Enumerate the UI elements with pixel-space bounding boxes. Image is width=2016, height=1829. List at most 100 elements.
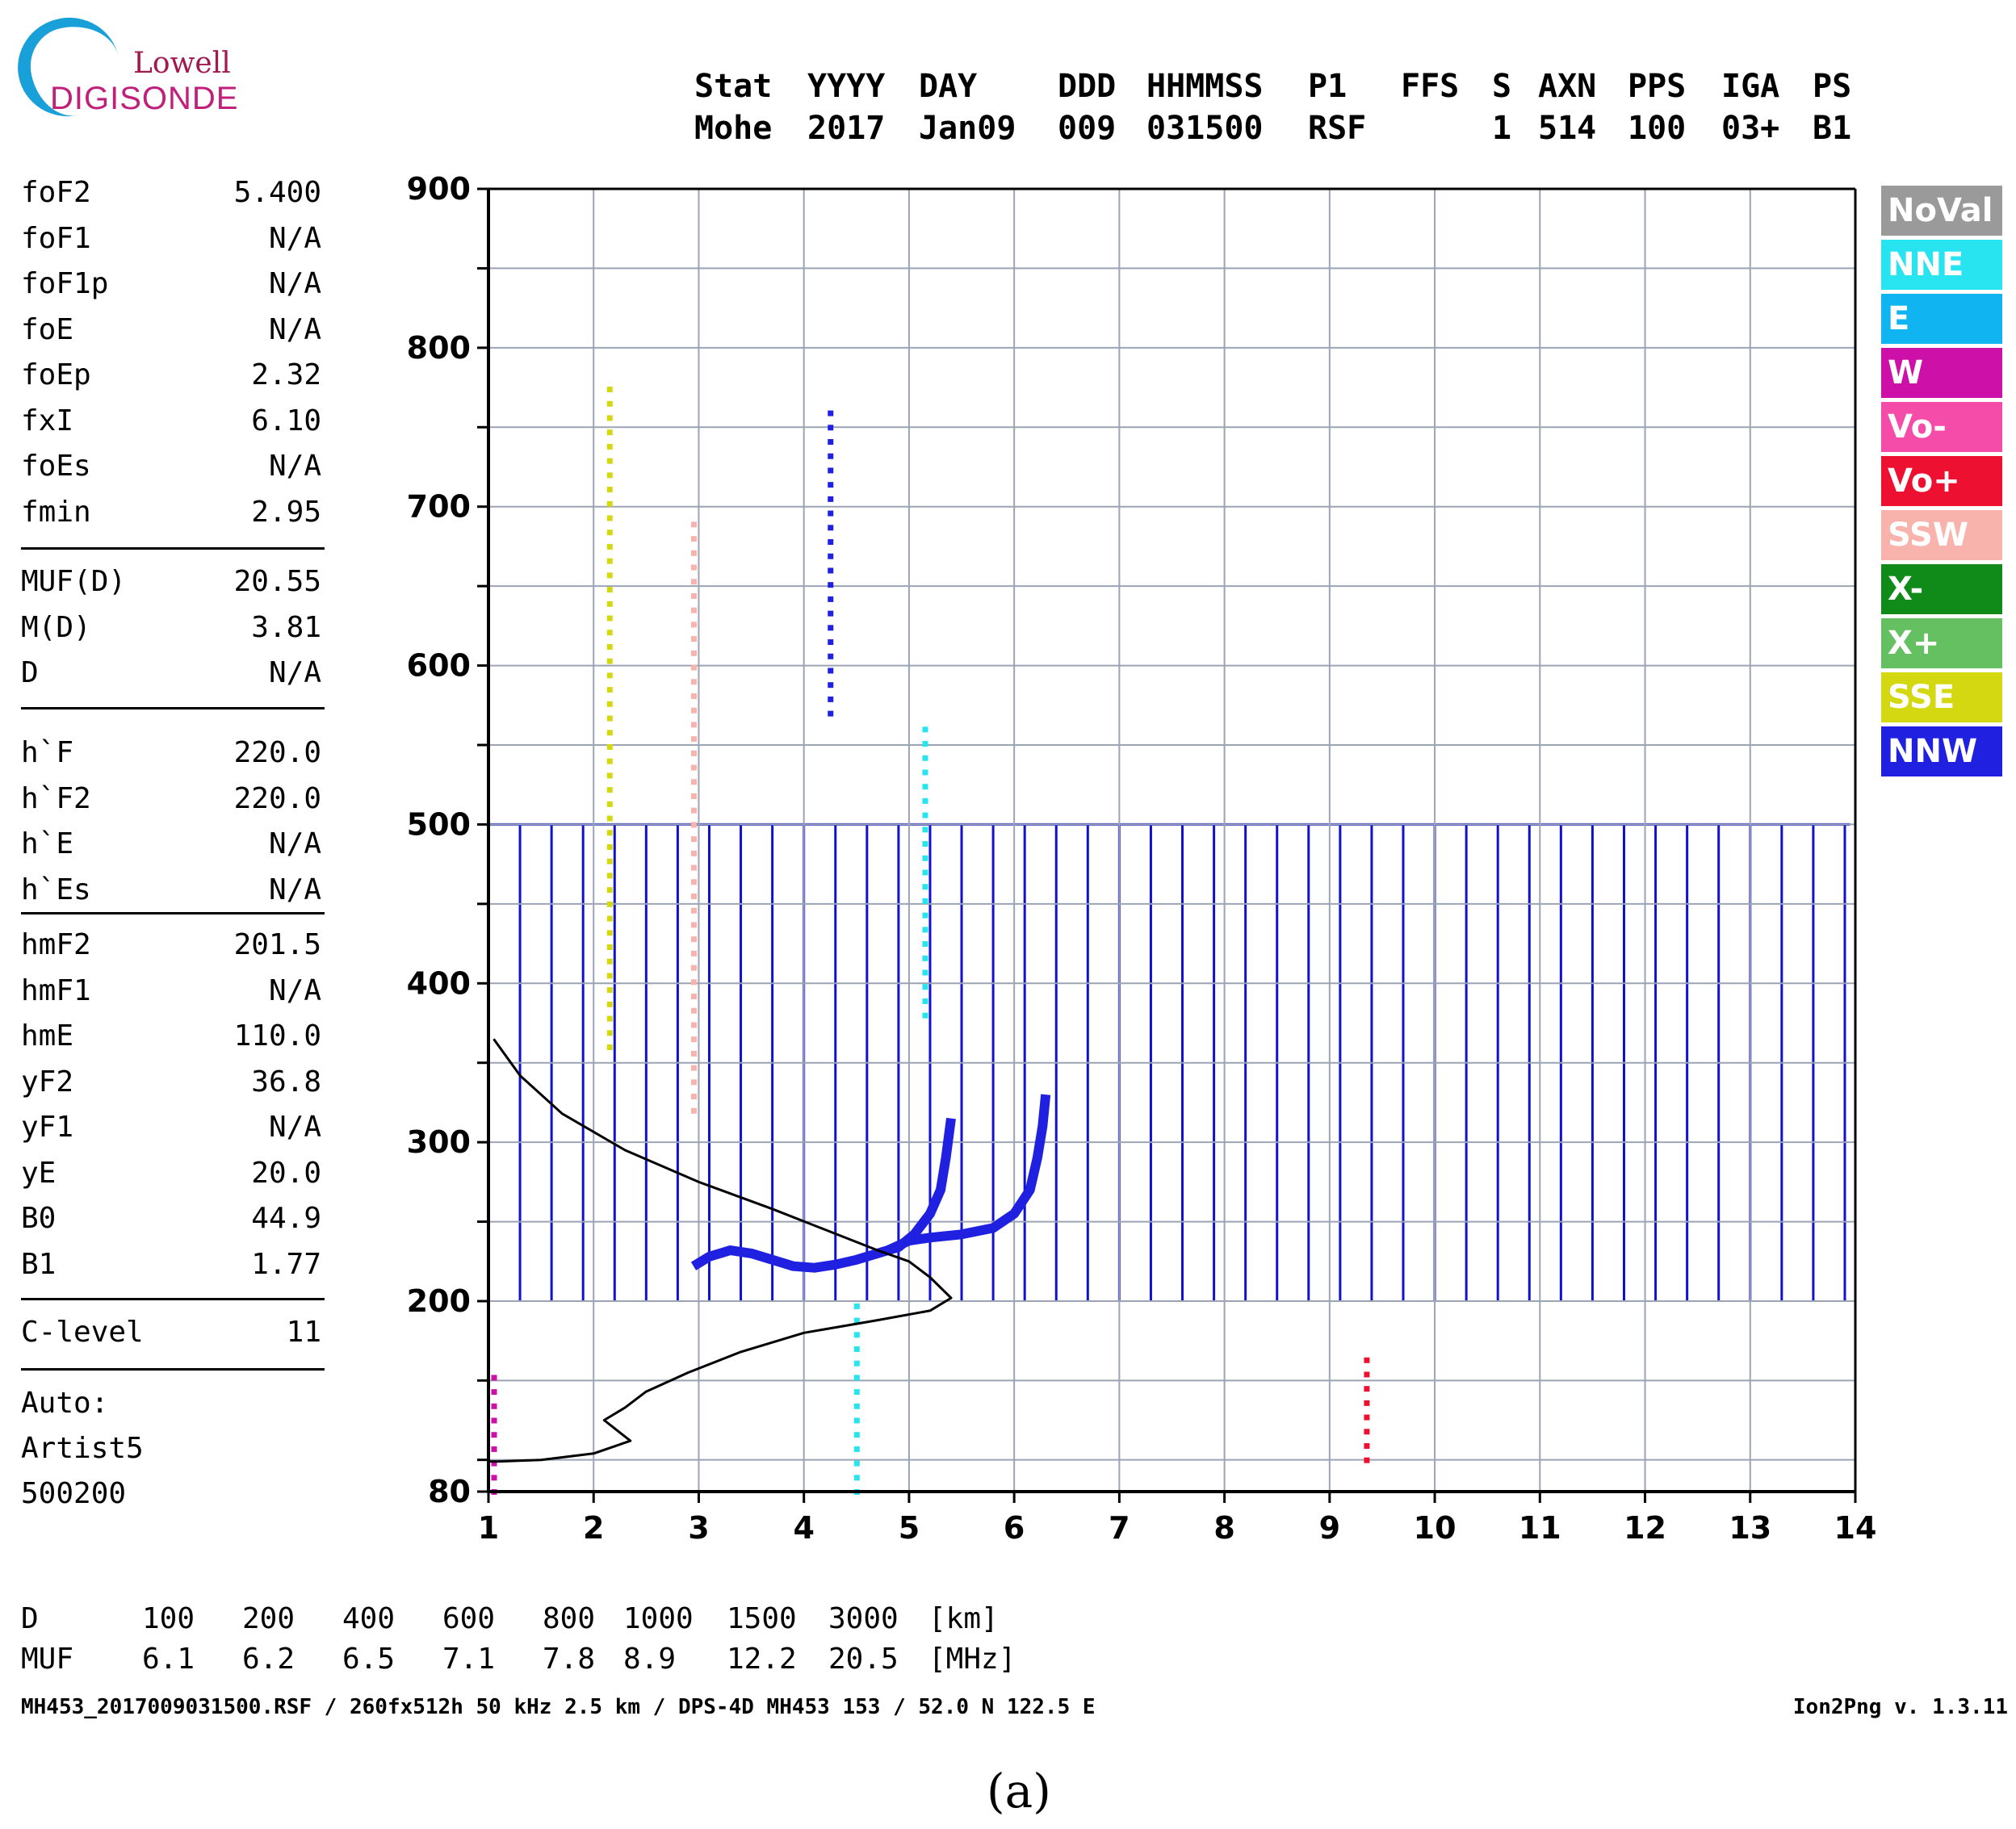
distance-value: 600 <box>442 1602 496 1635</box>
distance-value: 800 <box>543 1602 596 1635</box>
x-tick-label: 7 <box>1109 1510 1130 1546</box>
echo-point <box>922 755 928 761</box>
echo-point <box>853 1360 860 1367</box>
echo-point <box>828 696 834 702</box>
param-row: h`F 220.0 <box>21 736 321 781</box>
param-name: MUF(D) <box>21 565 127 598</box>
header-label: YYYY <box>807 68 886 105</box>
echo-point <box>606 443 613 450</box>
echo-point <box>606 843 613 850</box>
header-value: 514 <box>1538 110 1597 147</box>
param-row: hmF2 201.5 <box>21 928 321 973</box>
x-tick-label: 3 <box>688 1510 709 1546</box>
param-separator <box>21 1298 325 1300</box>
distance-value: 3000 <box>828 1602 899 1635</box>
echo-point <box>828 525 834 531</box>
echo-point <box>690 779 697 785</box>
legend-item: Vo+ <box>1881 456 2002 506</box>
param-row: foF2 5.400 <box>21 176 321 221</box>
echo-point <box>606 887 613 894</box>
x-tick-label: 12 <box>1624 1510 1666 1546</box>
echo-point <box>491 1375 497 1381</box>
param-row: fxI 6.10 <box>21 404 321 450</box>
param-name: C-level <box>21 1316 144 1349</box>
echo-point <box>606 715 613 722</box>
header-label: Stat <box>694 68 773 105</box>
y-tick-label: 400 <box>407 965 471 1001</box>
param-name: M(D) <box>21 610 91 644</box>
echo-point <box>828 410 834 416</box>
echo-point <box>828 496 834 502</box>
footer-left: MH453_2017009031500.RSF / 260fx512h 50 k… <box>21 1695 1096 1719</box>
echo-point <box>690 1094 697 1100</box>
param-value: N/A <box>268 656 321 689</box>
param-name: foF1 <box>21 221 91 255</box>
echo-point <box>606 415 613 421</box>
param-name: foE <box>21 312 74 346</box>
echo-point <box>606 772 613 779</box>
echo-point <box>922 784 928 790</box>
param-row: h`Es N/A <box>21 873 321 919</box>
echo-point <box>828 567 834 574</box>
echo-point <box>690 679 697 685</box>
echo-point <box>606 615 613 622</box>
echo-point <box>853 1460 860 1467</box>
param-value: N/A <box>268 267 321 300</box>
param-row: B0 44.9 <box>21 1202 321 1247</box>
param-name: h`F2 <box>21 781 91 815</box>
header-label: PS <box>1813 68 1852 105</box>
echo-point <box>922 998 928 1004</box>
muf-value: 6.5 <box>342 1643 396 1676</box>
extraordinary-trace <box>886 1094 1051 1255</box>
echo-point <box>606 901 613 907</box>
echo-point <box>690 564 697 571</box>
echo-point <box>606 915 613 922</box>
echo-point <box>606 472 613 479</box>
echo-point <box>606 500 613 507</box>
echo-point <box>606 387 613 393</box>
echo-point <box>690 579 697 585</box>
param-row: MUF(D) 20.55 <box>21 565 321 610</box>
echo-point <box>922 797 928 804</box>
logo-line1: Lowell <box>133 47 231 80</box>
x-tick-label: 1 <box>478 1510 499 1546</box>
echo-point <box>606 743 613 750</box>
muf-label: MUF <box>21 1643 74 1676</box>
echo-point <box>828 596 834 602</box>
legend-item: E <box>1881 294 2002 344</box>
echo-point <box>690 864 697 871</box>
x-tick-label: 4 <box>793 1510 814 1546</box>
echo-point <box>690 1079 697 1086</box>
echo-point <box>1364 1386 1370 1392</box>
muf-value: [MHz] <box>928 1643 1016 1676</box>
echo-point <box>606 558 613 564</box>
muf-value: 20.5 <box>828 1643 899 1676</box>
distance-value: [km] <box>928 1602 999 1635</box>
param-value: 44.9 <box>251 1202 321 1235</box>
param-name: h`E <box>21 827 74 860</box>
param-row: D N/A <box>21 656 321 701</box>
y-tick-label: 500 <box>407 806 471 842</box>
header-label: PPS <box>1628 68 1687 105</box>
header-label: P1 <box>1308 68 1347 105</box>
echo-point <box>690 592 697 599</box>
echo-point <box>606 630 613 636</box>
echo-point <box>690 707 697 714</box>
echo-point <box>491 1389 497 1396</box>
x-tick-label: 14 <box>1834 1510 1877 1546</box>
echo-point <box>690 1022 697 1028</box>
param-value: N/A <box>268 873 321 906</box>
echo-point <box>828 553 834 559</box>
echo-point <box>606 944 613 951</box>
echo-point <box>922 827 928 833</box>
muf-value: 8.9 <box>623 1643 677 1676</box>
echo-point <box>690 736 697 743</box>
header-value: Mohe <box>694 110 773 147</box>
param-value: 20.55 <box>233 565 321 598</box>
param-row: B1 1.77 <box>21 1248 321 1293</box>
echo-point <box>828 653 834 659</box>
echo-point <box>922 726 928 733</box>
echo-point <box>922 984 928 990</box>
y-tick-label: 200 <box>407 1283 471 1319</box>
echo-point <box>606 515 613 521</box>
